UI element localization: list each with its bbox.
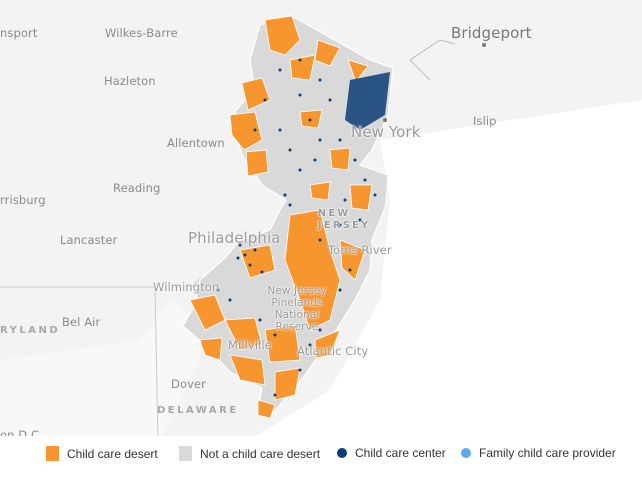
place-label-reading: Reading bbox=[113, 181, 161, 195]
place-label-williamsport: nsport bbox=[0, 26, 38, 40]
place-label-dover: Dover bbox=[171, 377, 206, 391]
place-label-maryland: RYLAND bbox=[0, 325, 61, 336]
legend-label: Not a child care desert bbox=[200, 446, 321, 461]
place-label-hazleton: Hazleton bbox=[104, 74, 156, 88]
place-label-allentown: Allentown bbox=[167, 136, 225, 150]
legend-label: Child care center bbox=[355, 446, 446, 460]
place-label-wilmington: Wilmington bbox=[153, 280, 220, 294]
place-label-new-york: New York bbox=[351, 123, 421, 141]
legend-item-not-desert: Not a child care desert bbox=[179, 446, 320, 461]
place-label-harrisburg: rrisburg bbox=[0, 193, 46, 207]
legend-item-family: Family child care provider bbox=[461, 446, 616, 460]
legend-label: Child care desert bbox=[67, 446, 158, 461]
legend-label: Family child care provider bbox=[479, 446, 616, 460]
place-label-new-jersey: NEW JERSEY bbox=[318, 208, 371, 231]
place-label-philadelphia: Philadelphia bbox=[188, 229, 281, 247]
place-label-bridgeport: Bridgeport bbox=[451, 24, 532, 42]
gray-square-icon bbox=[179, 446, 192, 461]
navy-dot-icon bbox=[337, 448, 347, 458]
place-label-pinelands: New Jersey Pinelands National Reserve bbox=[267, 285, 327, 333]
light-blue-dot-icon bbox=[461, 448, 471, 458]
map-legend: Child care desert Not a child care deser… bbox=[0, 436, 642, 477]
place-label-atlantic-city: Atlantic City bbox=[297, 344, 369, 358]
map-canvas[interactable]: nsport Wilkes-Barre Hazleton Allentown R… bbox=[0, 0, 642, 440]
place-label-islip: Islip bbox=[473, 114, 497, 128]
legend-item-desert: Child care desert bbox=[46, 446, 158, 461]
child-care-center-dots bbox=[216, 58, 390, 397]
orange-square-icon bbox=[46, 446, 59, 461]
new-york-marker-icon bbox=[383, 118, 387, 122]
bridgeport-marker-icon bbox=[482, 43, 486, 47]
place-label-lancaster: Lancaster bbox=[60, 233, 118, 247]
place-label-millville: Millville bbox=[228, 338, 272, 352]
basemap bbox=[0, 14, 642, 440]
place-label-delaware: DELAWARE bbox=[157, 405, 239, 416]
place-label-bel-air: Bel Air bbox=[62, 315, 101, 329]
place-label-toms-river: Toms River bbox=[328, 243, 392, 257]
legend-item-center: Child care center bbox=[337, 446, 446, 460]
place-label-wilkes-barre: Wilkes-Barre bbox=[105, 26, 178, 40]
